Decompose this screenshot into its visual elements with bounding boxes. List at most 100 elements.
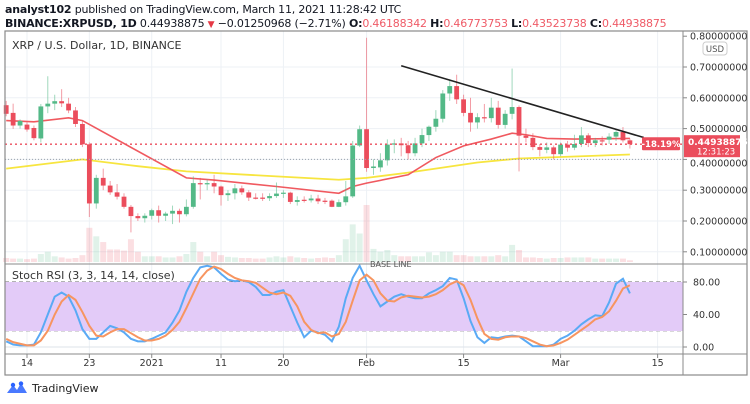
volume-bar (398, 256, 405, 262)
candle-body (239, 188, 245, 193)
candle-body (308, 198, 314, 201)
candle-body (281, 192, 286, 194)
candle-body (551, 147, 557, 155)
close-label: C: (589, 17, 602, 30)
brand-name: TradingView (32, 381, 99, 395)
candle-body (336, 202, 342, 207)
price-tick-label: 0.60000000 (690, 93, 747, 104)
volume-bar (522, 257, 529, 262)
candle-body (246, 192, 252, 198)
time-tick-label: 14 (21, 358, 33, 369)
volume-bar (453, 255, 460, 262)
candle-body (412, 143, 418, 154)
candle-body (516, 107, 522, 136)
volume-bar (363, 205, 370, 262)
volume-bar (190, 242, 197, 262)
volume-bar (134, 251, 141, 262)
candle-body (585, 135, 591, 144)
low-value: 0.43523738 (522, 17, 587, 30)
tradingview-logo[interactable]: TradingView (6, 381, 98, 395)
candle-body (274, 193, 279, 197)
volume-bars (3, 205, 633, 262)
volume-bar (51, 256, 58, 262)
candle-body (114, 192, 120, 197)
volume-bar (114, 249, 121, 262)
candle-body (17, 120, 23, 126)
volume-bar (502, 256, 509, 262)
volume-bar (467, 256, 474, 262)
volume-bar (460, 255, 467, 262)
triangle-down-icon: ▼ (207, 20, 215, 30)
volume-bar (599, 258, 606, 262)
candle-body (204, 183, 210, 185)
volume-bar (419, 256, 425, 262)
volume-bar (550, 258, 557, 262)
volume-bar (224, 256, 231, 262)
volume-bar (613, 258, 620, 262)
candle-body (107, 185, 113, 193)
time-tick-label: 15 (458, 358, 470, 369)
volume-bar (44, 251, 51, 262)
candle-body (225, 193, 231, 196)
volume-bar (557, 258, 564, 262)
open-value: 0.46188342 (362, 17, 427, 30)
time-tick-label: 11 (215, 358, 227, 369)
volume-bar (571, 257, 578, 262)
candle-body (183, 206, 189, 215)
candle-body (177, 210, 182, 215)
volume-bar (606, 258, 613, 262)
candle-body (558, 144, 563, 155)
volume-bar (183, 254, 190, 262)
candle-body (530, 137, 536, 148)
volume-bar (72, 258, 79, 262)
candle-body (488, 107, 494, 119)
volume-bar (391, 255, 398, 262)
candle-body (426, 126, 432, 136)
candle-body (52, 101, 58, 104)
candle-body (170, 210, 175, 214)
candle-body (211, 183, 217, 187)
volume-bar (10, 258, 17, 262)
volume-bar (176, 256, 183, 262)
price-tick-label: 0.50000000 (690, 124, 747, 135)
volume-bar (266, 257, 273, 262)
stoch-d-line (5, 265, 631, 348)
volume-bar (315, 258, 322, 262)
volume-bar (516, 250, 523, 262)
candle-body (509, 107, 515, 114)
volume-bar (197, 251, 204, 262)
volume-bar (162, 257, 169, 262)
volume-bar (578, 257, 585, 262)
volume-bar (488, 256, 495, 262)
currency-badge[interactable] (702, 41, 728, 56)
volume-bar (37, 254, 44, 262)
candle-body (384, 144, 390, 161)
volume-bar (3, 258, 10, 262)
time-tick-label: Mar (552, 358, 570, 369)
candle-body (378, 160, 383, 168)
candle-body (419, 135, 425, 144)
volume-bar (529, 257, 536, 262)
volume-bar (509, 244, 516, 262)
time-tick-label: 2021 (140, 358, 164, 369)
candle-body (475, 117, 480, 123)
volume-bar (342, 239, 349, 262)
candle-body (128, 206, 134, 217)
candle-body (38, 106, 44, 139)
volume-bar (356, 233, 363, 262)
publish-info: analyst102 published on TradingView.com,… (5, 3, 401, 16)
volume-bar (592, 258, 599, 262)
candle-body (565, 144, 570, 148)
candle-body (232, 188, 238, 194)
volume-bar (100, 242, 107, 262)
volume-bar (287, 256, 294, 262)
stoch-title: Stoch RSI (3, 3, 14, 14, close) (12, 269, 175, 282)
volume-bar (335, 255, 342, 262)
author-name[interactable]: analyst102 (5, 3, 72, 16)
volume-bar (121, 250, 128, 262)
candle-body (481, 117, 487, 119)
candle-body (163, 213, 168, 216)
moving-average-slow (6, 153, 630, 181)
price-tick-label: 0.30000000 (690, 186, 747, 197)
